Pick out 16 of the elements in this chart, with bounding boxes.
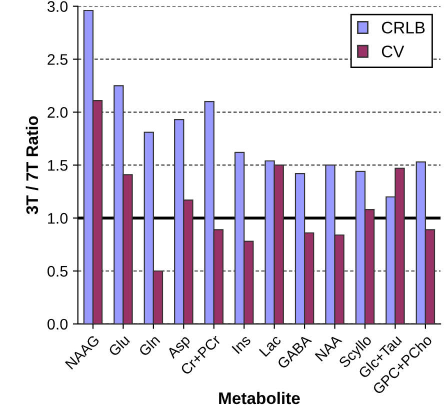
y-tick-label: 3.0 bbox=[48, 1, 68, 12]
y-axis-title: 3T / 7T Ratio bbox=[26, 116, 38, 214]
x-tick-label: NAA bbox=[314, 334, 342, 362]
legend-label: CRLB bbox=[382, 22, 425, 34]
y-tick-label: 0.5 bbox=[48, 266, 68, 277]
legend-label: CV bbox=[382, 46, 404, 58]
x-tick-label: Lac bbox=[258, 334, 282, 358]
x-axis-title: Metabolite bbox=[219, 392, 300, 404]
y-tick-label: 1.0 bbox=[48, 212, 68, 224]
y-tick-label: 2.5 bbox=[48, 54, 68, 65]
x-tick-label: Ins bbox=[232, 334, 252, 354]
y-tick-label: 0.0 bbox=[48, 318, 68, 330]
y-tick-label: 1.5 bbox=[48, 160, 68, 171]
x-tick-label: Glu bbox=[108, 334, 130, 357]
x-tick-label: Gln bbox=[138, 334, 160, 357]
y-tick-label: 2.0 bbox=[48, 107, 68, 118]
